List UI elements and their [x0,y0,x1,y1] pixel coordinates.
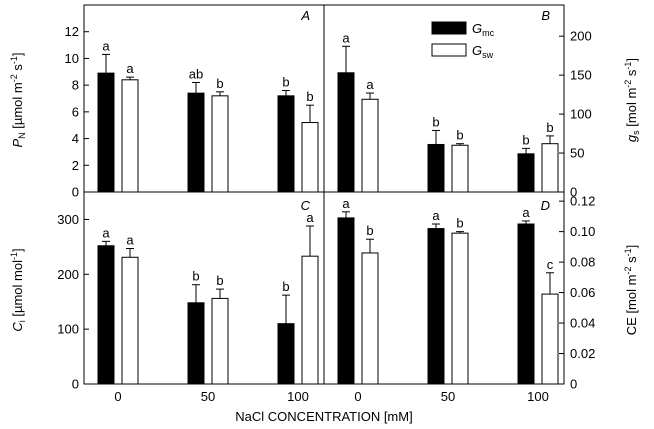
bar-c-gsw-100 [301,255,319,385]
y-axis-title-top-right: gs [mol m-2 s-1] [623,58,641,142]
bar-d-gmc-100 [517,223,535,385]
bar-d-gsw-0 [361,252,379,385]
sig-letter-c-gmc-50: b [192,269,199,284]
y-tick-label-a: 4 [72,131,79,146]
y-tick-label-a: 0 [72,185,79,200]
bar-b-gmc-50 [427,143,445,193]
sig-letter-b-gsw-50: b [456,128,463,143]
y-axis-title-bottom-left: Ci [µmol mol-1] [9,248,27,331]
legend-label-gsw: Gsw [472,43,494,60]
y-tick-label-d: 0.10 [570,224,595,239]
y-tick-label-d: 0.02 [570,346,595,361]
sig-letter-a-gsw-100: b [306,89,313,104]
bar-b-gmc-0 [337,72,355,193]
legend-swatch-gsw [431,43,467,57]
bar-a-gsw-0 [121,79,139,193]
x-tick-label-d-50: 50 [441,389,455,404]
sig-letter-a-gmc-100: b [282,74,289,89]
y-tick-label-c: 200 [57,267,79,282]
bar-a-gmc-50 [187,92,205,193]
sig-letter-d-gsw-100: c [547,257,554,272]
sig-letter-d-gsw-50: b [456,216,463,231]
y-tick-label-b: 200 [570,29,592,44]
bar-c-gmc-0 [97,245,115,385]
bar-b-gsw-0 [361,98,379,193]
bar-c-gmc-100 [277,323,295,385]
sig-letter-b-gsw-0: a [366,77,374,92]
sig-letter-a-gmc-50: ab [189,66,203,81]
bar-a-gsw-100 [301,122,319,193]
bar-d-gmc-50 [427,228,445,385]
sig-letter-b-gmc-100: b [522,132,529,147]
sig-letter-a-gsw-0: a [126,61,134,76]
sig-letter-c-gmc-0: a [102,225,110,240]
y-tick-label-b: 0 [570,185,577,200]
sig-letter-d-gmc-50: a [432,208,440,223]
bar-a-gmc-0 [97,72,115,193]
bar-d-gsw-100 [541,293,559,385]
y-tick-label-b: 50 [570,146,584,161]
sig-letter-d-gsw-0: b [366,223,373,238]
bar-b-gmc-100 [517,153,535,193]
y-tick-label-d: 0.12 [570,194,595,209]
y-tick-label-b: 100 [570,107,592,122]
x-tick-label-c-0: 0 [114,389,121,404]
x-tick-label-d-0: 0 [354,389,361,404]
x-axis-title: NaCl CONCENTRATION [mM] [235,409,412,424]
y-axis-title-top-left: PN [µmol m-2 s-1] [9,52,27,147]
sig-letter-b-gsw-100: b [546,120,553,135]
sig-letter-a-gmc-0: a [102,38,110,53]
y-tick-label-d: 0.08 [570,255,595,270]
sig-letter-d-gmc-0: a [342,196,350,211]
sig-letter-a-gsw-50: b [216,76,223,91]
sig-letter-c-gmc-100: b [282,279,289,294]
bar-c-gsw-0 [121,256,139,385]
sig-letter-c-gsw-50: b [216,273,223,288]
svg-text:gs [mol m-2 s-1]: gs [mol m-2 s-1] [623,58,641,142]
y-tick-label-d: 0.06 [570,285,595,300]
y-tick-label-a: 6 [72,104,79,119]
bar-a-gmc-100 [277,95,295,193]
y-tick-label-c: 0 [72,377,79,392]
x-tick-label-d-100: 100 [527,389,549,404]
bar-a-gsw-50 [211,95,229,193]
panel-label-d: D [541,198,550,213]
bar-d-gmc-0 [337,217,355,385]
panel-label-a: A [300,8,310,23]
y-tick-label-a: 8 [72,78,79,93]
legend-label-gmc: Gmc [472,21,495,38]
bar-c-gsw-50 [211,297,229,385]
panel-label-b: B [541,8,550,23]
panel-label-c: C [301,198,311,213]
y-tick-label-b: 150 [570,68,592,83]
y-tick-label-c: 100 [57,322,79,337]
bar-d-gsw-50 [451,232,469,385]
svg-text:Ci [µmol mol-1]: Ci [µmol mol-1] [9,248,27,331]
y-tick-label-a: 12 [65,24,79,39]
y-tick-label-d: 0.04 [570,316,595,331]
x-tick-label-c-100: 100 [287,389,309,404]
x-tick-label-c-50: 50 [201,389,215,404]
bar-b-gsw-50 [451,144,469,193]
svg-text:PN [µmol m-2 s-1]: PN [µmol m-2 s-1] [9,52,27,147]
y-axis-title-bottom-right: CE [mol m-2 s-1] [623,245,639,335]
y-tick-label-a: 2 [72,158,79,173]
sig-letter-b-gmc-50: b [432,114,439,129]
y-tick-label-c: 300 [57,212,79,227]
y-tick-label-a: 10 [65,51,79,66]
legend: Gmc Gsw [431,21,495,60]
sig-letter-b-gmc-0: a [342,30,350,45]
y-tick-label-d: 0 [570,377,577,392]
bar-b-gsw-100 [541,143,559,193]
sig-letter-c-gsw-100: a [306,210,314,225]
svg-text:CE [mol m-2 s-1]: CE [mol m-2 s-1] [623,245,639,335]
legend-swatch-gmc [431,21,467,35]
sig-letter-c-gsw-0: a [126,233,134,248]
bar-c-gmc-50 [187,302,205,385]
sig-letter-d-gmc-100: a [522,205,530,220]
